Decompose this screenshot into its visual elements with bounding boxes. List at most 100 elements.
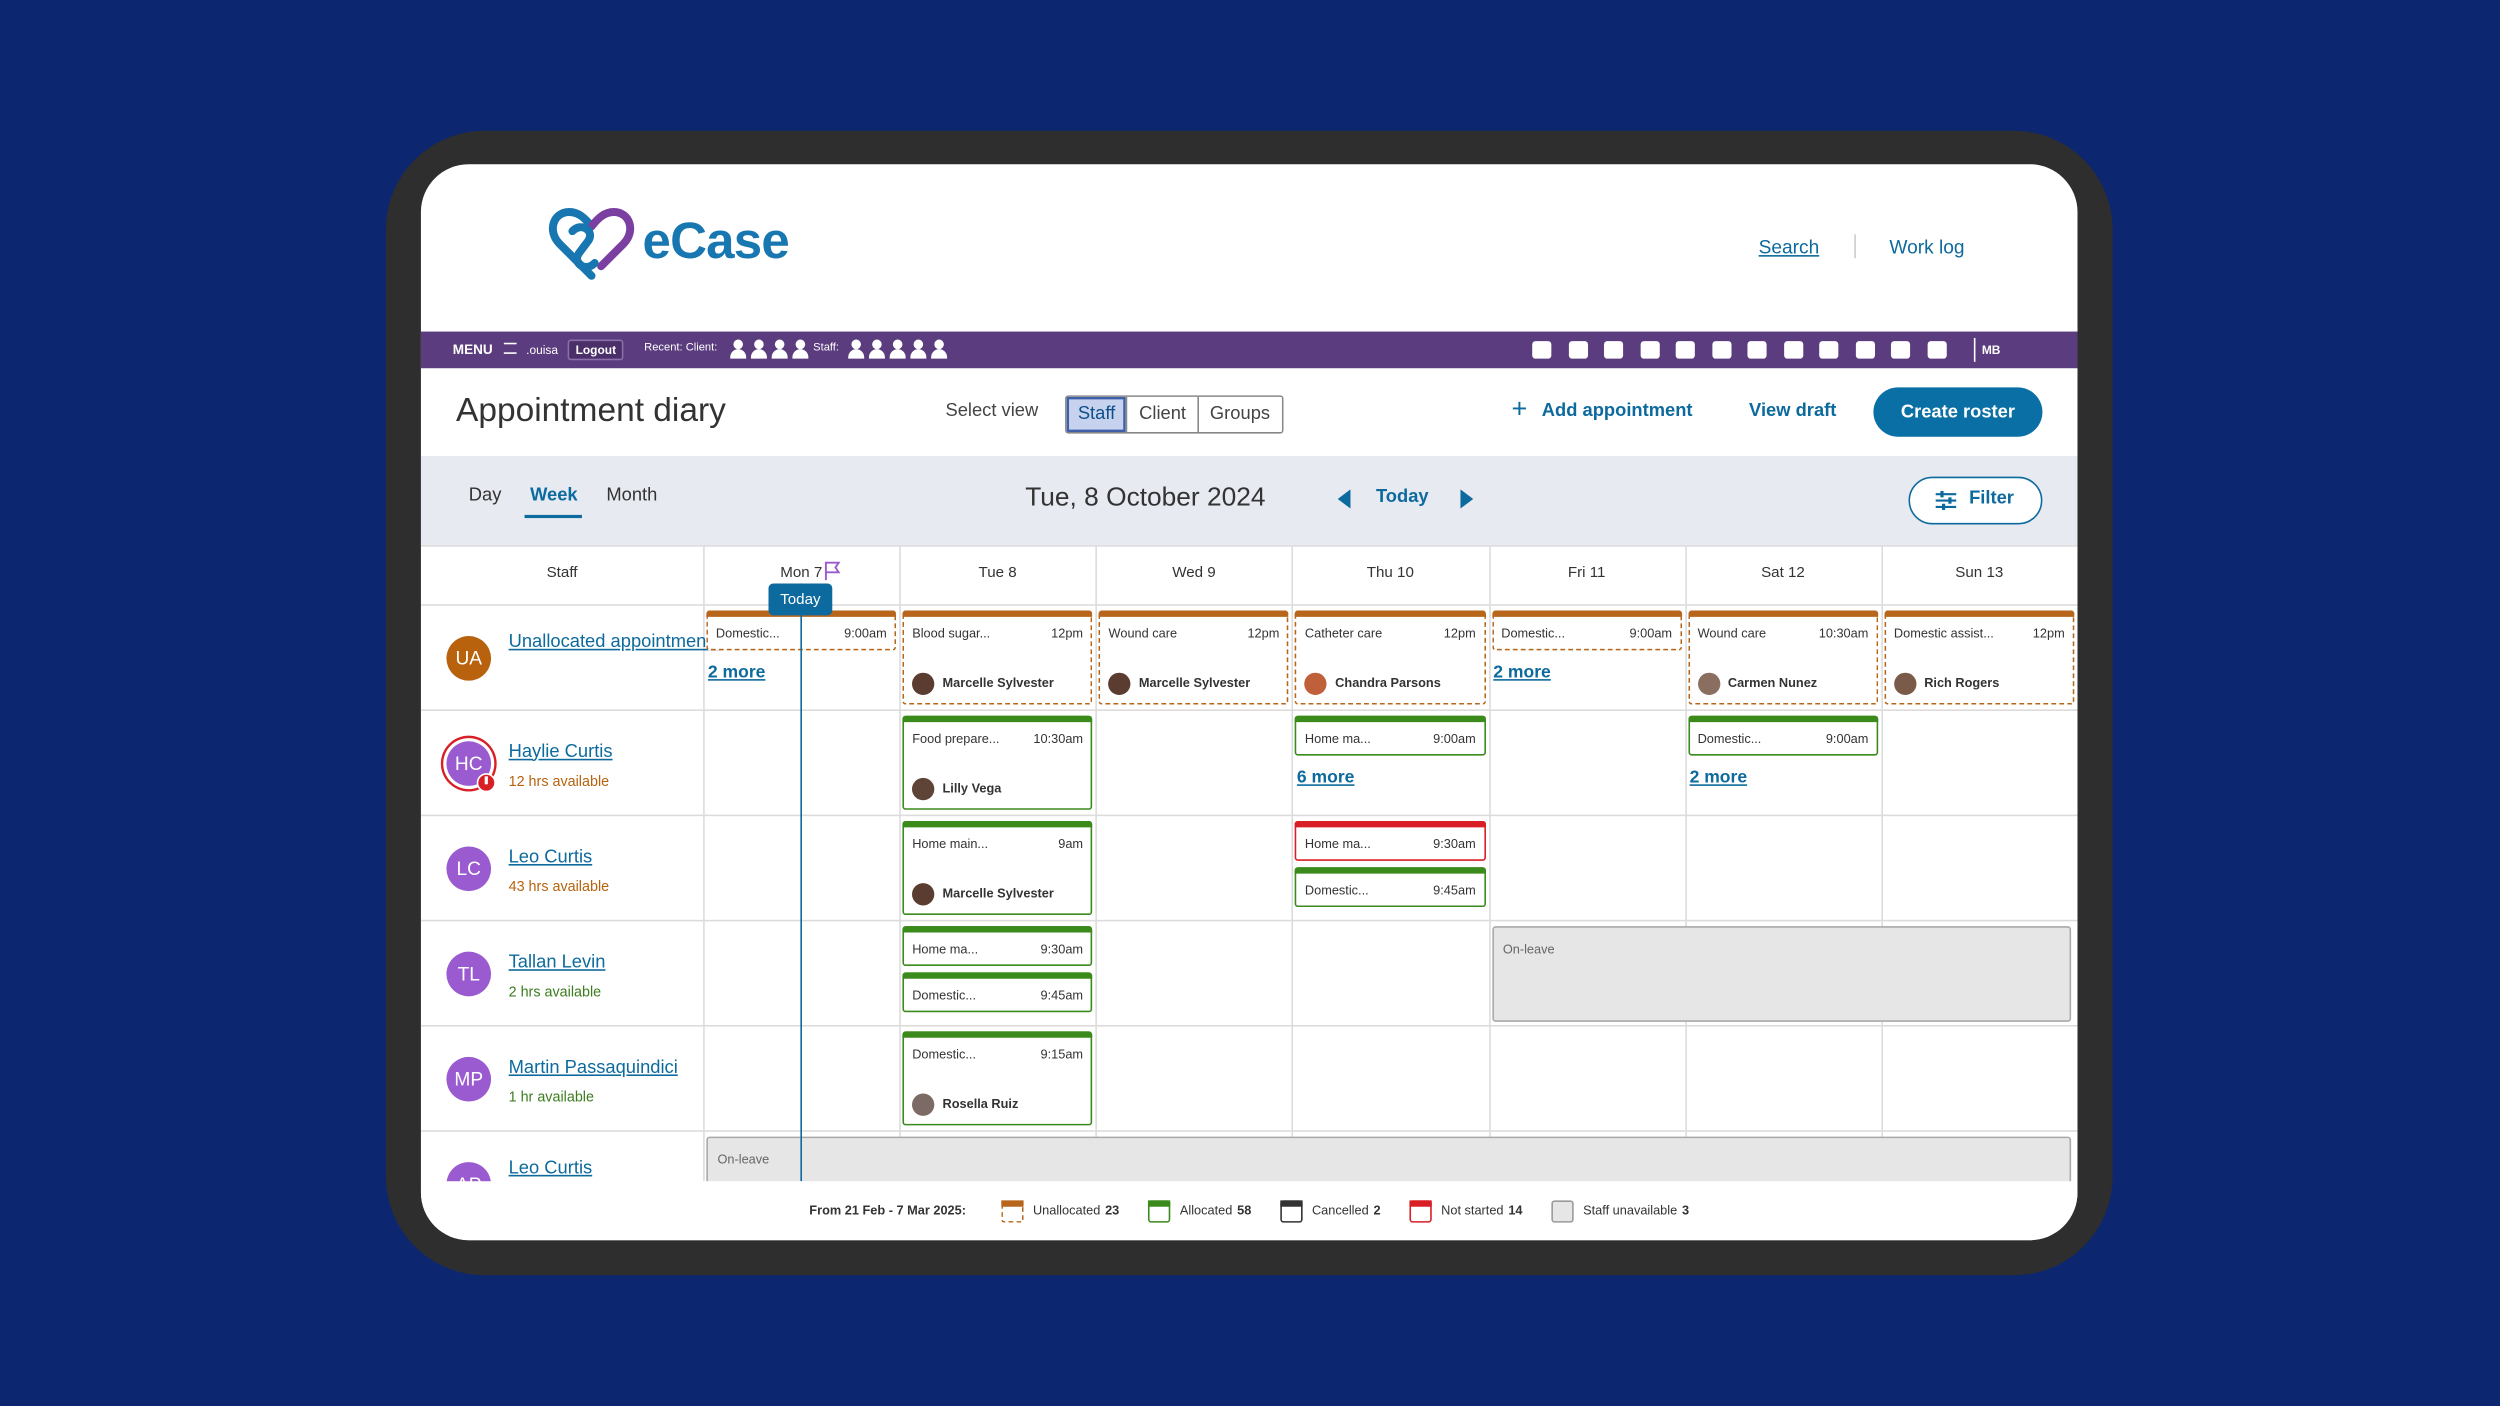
toolbar-icon[interactable] xyxy=(1675,341,1695,359)
appointment-card[interactable]: Domestic... 9:00am xyxy=(1491,610,1682,651)
create-roster-button[interactable]: Create roster xyxy=(1873,387,2043,437)
person-icon xyxy=(792,349,809,359)
view-option[interactable]: Groups xyxy=(1197,396,1282,433)
next-arrow[interactable] xyxy=(1457,489,1474,509)
card-time: 9:30am xyxy=(1040,942,1084,957)
appointment-card[interactable]: Home ma... 9:00am xyxy=(1295,715,1486,756)
client-photo xyxy=(912,883,935,906)
toolbar-icon[interactable] xyxy=(1890,341,1911,359)
legend-label: Cancelled xyxy=(1311,1203,1369,1218)
search-link[interactable]: Search xyxy=(1758,235,1820,259)
legend-item: Not started 14 xyxy=(1409,1199,1523,1222)
appointment-card[interactable]: Domestic assist... 12pm Rich Rogers xyxy=(1884,610,2075,705)
staff-name[interactable]: Martin Passaquindici xyxy=(508,1057,678,1077)
client-photo xyxy=(912,1093,935,1116)
view-option[interactable]: Staff xyxy=(1066,396,1127,433)
staff-info: Haylie Curtis 12 hrs available xyxy=(509,711,676,816)
card-time: 9:00am xyxy=(1433,731,1476,747)
client-name: Marcelle Sylvester xyxy=(942,675,1054,691)
legend-swatch xyxy=(1551,1199,1574,1222)
card-title: Catheter care xyxy=(1304,626,1383,641)
card-time: 9:30am xyxy=(1433,836,1476,852)
card-title: Food prepare... xyxy=(912,731,1000,747)
more-link[interactable]: 2 more xyxy=(1493,663,1551,683)
toolbar-icon[interactable] xyxy=(1568,341,1588,359)
mode-tab[interactable]: Month xyxy=(606,486,658,506)
staff-availability: 1 hr available xyxy=(508,1087,594,1104)
legend-swatch xyxy=(1147,1199,1171,1222)
nav-bar xyxy=(420,455,2078,546)
person-icon xyxy=(795,339,806,350)
add-appointment[interactable]: Add appointment xyxy=(1541,401,1693,421)
toolbar-icon[interactable] xyxy=(1711,341,1731,359)
day-header: Wed 9 xyxy=(1172,564,1216,582)
staff-info: Unallocated appointments xyxy=(508,606,721,711)
more-link[interactable]: 2 more xyxy=(707,663,766,683)
appointment-card[interactable]: Domestic... 9:00am xyxy=(1687,715,1878,756)
toolbar-icon[interactable] xyxy=(1532,341,1552,359)
card-status-bar xyxy=(1295,610,1486,617)
select-view-label: Select view xyxy=(945,401,1039,421)
appointment-card[interactable]: Domestic... 9:15am Rosella Ruiz xyxy=(902,1031,1093,1126)
appointment-card[interactable]: Blood sugar... 12pm Marcelle Sylvester xyxy=(902,610,1093,705)
today-button[interactable]: Today xyxy=(1375,487,1429,507)
card-title: Domestic... xyxy=(715,626,780,641)
grid-line xyxy=(1684,545,1687,1182)
card-title: Home ma... xyxy=(1304,731,1371,747)
grid-line xyxy=(420,545,2078,547)
appointment-card[interactable]: Domestic... 9:45am xyxy=(1295,867,1486,908)
user-initials[interactable]: MB xyxy=(1981,342,2001,358)
client-name: Chandra Parsons xyxy=(1335,675,1441,691)
appointment-card[interactable]: Food prepare... 10:30am Lilly Vega xyxy=(902,715,1093,810)
toolbar-icon[interactable] xyxy=(1783,341,1803,359)
recent-client-label: Recent: Client: xyxy=(644,342,718,354)
appointment-card[interactable]: Wound care 10:30am Carmen Nunez xyxy=(1687,610,1878,705)
staff-name[interactable]: Leo Curtis xyxy=(508,1158,593,1179)
toolbar-icon[interactable] xyxy=(1819,341,1839,359)
more-link[interactable]: 2 more xyxy=(1689,768,1748,788)
toolbar-icon[interactable] xyxy=(1747,341,1767,359)
toolbar-icon[interactable] xyxy=(1926,341,1946,359)
client-photo xyxy=(1697,672,1720,696)
appointment-card[interactable]: Home ma... 9:30am xyxy=(1295,820,1486,861)
logout-button[interactable]: Logout xyxy=(567,339,625,361)
card-title: Domestic... xyxy=(1501,626,1566,641)
appointment-card[interactable]: Domestic... 9:45am xyxy=(902,972,1093,1013)
worklog-link[interactable]: Work log xyxy=(1889,235,1965,259)
staff-avatar: TL xyxy=(446,951,492,997)
mode-tab[interactable]: Week xyxy=(525,486,583,519)
staff-name[interactable]: Unallocated appointments xyxy=(508,632,721,652)
view-option[interactable]: Client xyxy=(1126,396,1198,433)
toolbar-icon[interactable] xyxy=(1603,341,1624,359)
grid-line xyxy=(1488,545,1491,1182)
staff-name[interactable]: Tallan Levin xyxy=(508,952,606,972)
diary-grid: Staff Mon 7 Tue 8 Wed 9 Thu 10 Fri 11 Sat 12 Su… xyxy=(420,164,2078,1240)
appointment-card[interactable]: Home ma... 9:30am xyxy=(902,926,1093,967)
mode-tab[interactable]: Day xyxy=(468,486,502,506)
person-icon xyxy=(771,349,788,359)
menu-bar: MENU .ouisa Logout Recent: Client: Staff… xyxy=(420,331,2078,369)
filter-button[interactable]: Filter xyxy=(1908,476,2043,525)
screen: eCase Search Work log MENU .ouisa Logout… xyxy=(420,164,2078,1241)
appointment-card[interactable]: Wound care 12pm Marcelle Sylvester xyxy=(1098,610,1289,705)
toolbar-icon[interactable] xyxy=(1639,341,1659,359)
menu-label[interactable]: MENU xyxy=(452,341,493,358)
more-link[interactable]: 6 more xyxy=(1296,768,1355,788)
card-time: 9am xyxy=(1058,836,1084,852)
legend-count: 3 xyxy=(1681,1203,1690,1218)
card-time: 9:00am xyxy=(1825,731,1869,747)
card-title: Domestic assist... xyxy=(1893,626,1994,641)
card-status-bar xyxy=(902,926,1093,933)
toolbar-icon[interactable] xyxy=(1855,341,1875,359)
appointment-card[interactable]: Catheter care 12pm Chandra Parsons xyxy=(1295,610,1486,705)
prev-arrow[interactable] xyxy=(1337,489,1354,509)
person-icon xyxy=(848,349,865,359)
staff-name[interactable]: Leo Curtis xyxy=(508,847,593,867)
leave-label: On-leave xyxy=(1502,942,1555,957)
view-draft[interactable]: View draft xyxy=(1749,401,1837,421)
person-icon xyxy=(774,339,785,350)
grid-line xyxy=(420,919,2078,922)
staff-name[interactable]: Haylie Curtis xyxy=(508,742,613,762)
appointment-card[interactable]: Home main... 9am Marcelle Sylvester xyxy=(902,820,1093,916)
